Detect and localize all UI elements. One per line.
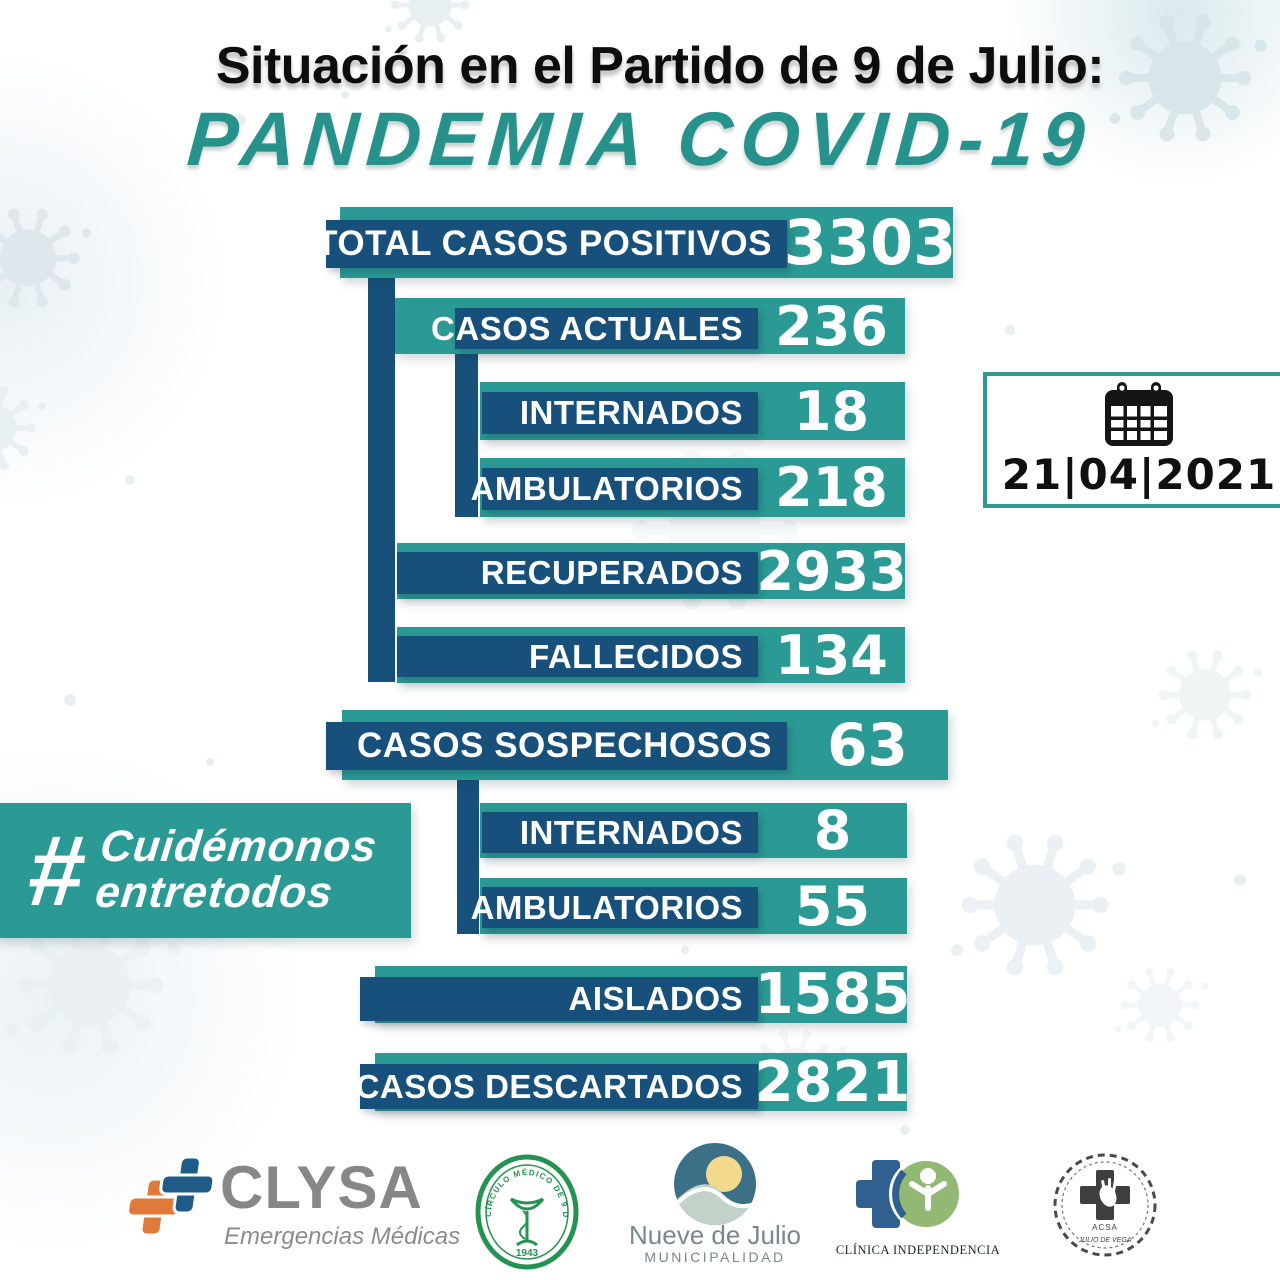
stat-value: 8 — [813, 799, 852, 862]
stat-label: CASOS ACTUALES — [431, 308, 758, 349]
stat-label: INTERNADOS — [482, 812, 758, 853]
stamp-logo: ACSA JULIO DE VEGA — [1053, 1153, 1157, 1257]
nueve-de-julio-logo-name: Nueve de Julio — [629, 1220, 801, 1250]
connector-total — [368, 255, 395, 682]
stat-value: 134 — [775, 623, 888, 687]
clinica-independencia-logo-name: CLÍNICA INDEPENDENCIA — [835, 1243, 1001, 1257]
stat-label: FALLECIDOS — [397, 636, 758, 677]
hashtag-banner: # Cuidémonos entretodos — [0, 803, 411, 938]
stat-row-total-casos-positivos: TOTAL CASOS POSITIVOS 3303 — [316, 206, 957, 279]
stat-row-aislados: AISLADOS 1585 — [360, 962, 911, 1027]
nueve-de-julio-logo-icon — [674, 1143, 756, 1225]
stat-row-internados: INTERNADOS 18 — [480, 379, 905, 443]
hashtag-line1: Cuidémonos — [97, 822, 380, 872]
connector-actuales — [455, 350, 478, 517]
stat-label: TOTAL CASOS POSITIVOS — [316, 220, 787, 268]
sponsor-logos: CLYSA Emergencias Médicas CÍRCULO MÉDICO… — [0, 1135, 1280, 1280]
clysa-logo-subtitle: Emergencias Médicas — [224, 1223, 461, 1250]
stat-row-casos-descartados: CASOS DESCARTADOS 2821 — [356, 1049, 911, 1115]
stat-label: RECUPERADOS — [397, 552, 758, 594]
stat-label: AMBULATORIOS — [471, 468, 758, 510]
stat-label: INTERNADOS — [482, 392, 758, 434]
connector-sospechosos — [457, 765, 479, 934]
date-box: 21|04|2021 — [983, 372, 1280, 508]
page-title: Situación en el Partido de 9 de Julio: — [215, 37, 1105, 95]
report-date: 21|04|2021 — [1001, 449, 1277, 499]
stat-value: 218 — [775, 456, 888, 519]
circulo-medico-year: 1943 — [516, 1248, 539, 1259]
circulo-medico-logo: CÍRCULO MÉDICO DE 9 DE JULIO 1943 — [474, 1153, 579, 1270]
nueve-de-julio-logo-subtitle: MUNICIPALIDAD — [644, 1249, 786, 1265]
stat-row-fallecidos: FALLECIDOS 134 — [397, 623, 905, 687]
stat-label: AMBULATORIOS — [471, 887, 758, 928]
stat-label: CASOS DESCARTADOS — [356, 1064, 758, 1109]
clysa-logo-name: CLYSA — [220, 1154, 423, 1221]
clysa-logo-icon — [126, 1155, 216, 1237]
stamp-line1: ACSA — [1092, 1223, 1118, 1232]
stat-row-casos-actuales: CASOS ACTUALES 236 — [395, 294, 905, 358]
hash-icon: # — [22, 814, 90, 927]
stat-row-casos-sospechosos: CASOS SOSPECHOSOS 63 — [326, 710, 948, 780]
stat-row-recuperados: RECUPERADOS 2933 — [397, 539, 907, 603]
stat-row-internados-sospechosos: INTERNADOS 8 — [480, 799, 907, 862]
stat-value: 236 — [775, 294, 888, 358]
subtitle-pandemia: PANDEMIA COVID-19 — [184, 97, 1096, 182]
stat-label: AISLADOS — [360, 977, 758, 1021]
stat-value: 55 — [794, 874, 871, 938]
stat-value: 2933 — [756, 539, 907, 603]
stat-label: CASOS SOSPECHOSOS — [326, 722, 787, 770]
stat-value: 1585 — [754, 962, 911, 1027]
hashtag-line2: entretodos — [93, 868, 336, 918]
clinica-independencia-logo-icon — [856, 1157, 963, 1231]
stat-value: 2821 — [754, 1049, 911, 1115]
stamp-line2: JULIO DE VEGA — [1078, 1237, 1132, 1244]
stat-row-ambulatorios-sospechosos: AMBULATORIOS 55 — [471, 874, 907, 938]
calendar-icon — [1105, 381, 1173, 446]
stat-value: 63 — [827, 711, 908, 779]
stat-row-ambulatorios: AMBULATORIOS 218 — [471, 456, 905, 519]
stat-value: 18 — [793, 379, 870, 443]
stat-value: 3303 — [783, 206, 957, 279]
